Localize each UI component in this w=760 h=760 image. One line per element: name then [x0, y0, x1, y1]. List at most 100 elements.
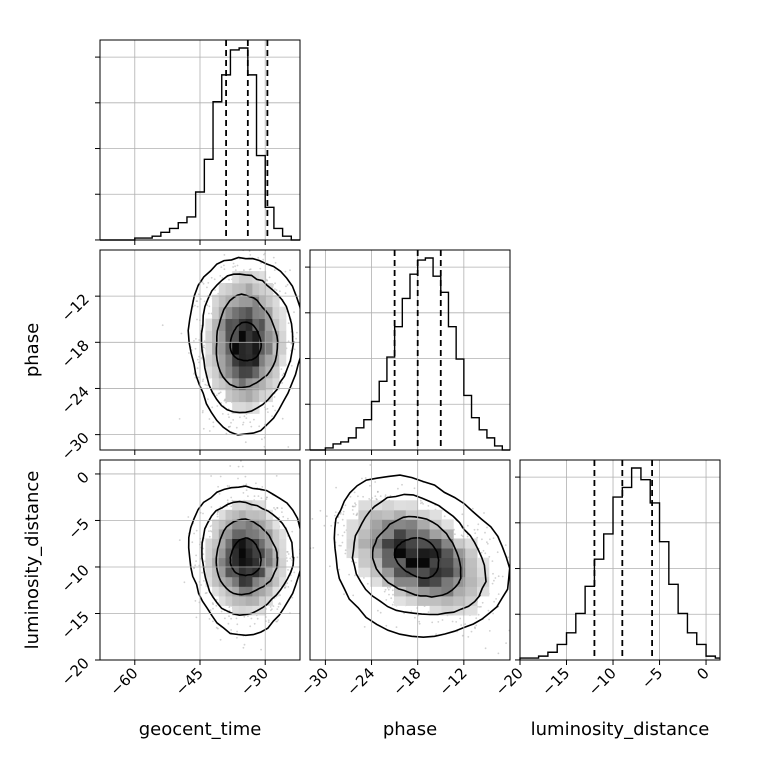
sample-point [497, 652, 500, 655]
density-cell [238, 401, 246, 414]
sample-point [281, 382, 284, 384]
sample-point [530, 623, 532, 625]
density-cell [252, 294, 260, 308]
contour-line [187, 485, 300, 637]
density-cell [265, 354, 273, 367]
sample-point [279, 290, 281, 293]
sample-point [207, 282, 210, 284]
sample-point [281, 511, 283, 513]
density-cell [265, 389, 273, 403]
density-cell [272, 294, 280, 308]
sample-point [188, 352, 190, 354]
sample-point [228, 485, 231, 488]
density-cell [245, 294, 253, 308]
sample-point [230, 421, 232, 424]
density-cell [265, 330, 273, 343]
sample-point [273, 507, 275, 509]
sample-point [180, 332, 183, 335]
sample-point [216, 513, 219, 516]
sample-point [282, 515, 285, 518]
sample-point [241, 465, 244, 468]
density-cell [245, 283, 253, 296]
density-cell [259, 318, 267, 331]
sample-point [232, 266, 235, 268]
x-axis-label-luminosity-distance: luminosity_distance [531, 719, 710, 740]
sample-point [212, 425, 215, 428]
sample-point [236, 636, 238, 639]
sample-point [291, 596, 294, 599]
density-cell [259, 306, 267, 319]
sample-point [236, 264, 239, 267]
sample-point [194, 600, 197, 602]
sample-point [273, 269, 276, 271]
sample-point [256, 617, 259, 620]
y-tick-label: −10 [58, 561, 93, 596]
sample-point [244, 475, 247, 478]
density-cell [265, 318, 273, 331]
sample-point [263, 253, 265, 256]
density-cell [225, 283, 233, 296]
sample-point [290, 364, 293, 367]
density-cell [279, 306, 287, 319]
sample-point [202, 410, 204, 412]
sample-point [202, 378, 205, 381]
sample-point [296, 556, 299, 559]
sample-point [237, 465, 240, 468]
sample-point [228, 606, 231, 608]
density-cell [259, 283, 267, 296]
density-cell [205, 330, 213, 343]
sample-point [305, 565, 307, 567]
density-cell [232, 330, 240, 343]
density-cell [252, 342, 260, 355]
sample-point [242, 421, 245, 424]
sample-point [196, 318, 198, 321]
density-cell [265, 306, 273, 319]
sample-point [196, 300, 199, 303]
sample-point [196, 305, 199, 308]
sample-point [343, 593, 345, 596]
sample-point [237, 477, 239, 480]
sample-point [260, 648, 262, 651]
density-cell [272, 366, 280, 379]
density-cell [259, 354, 267, 367]
x-tick-label: −10 [585, 664, 620, 699]
sample-point [203, 346, 206, 349]
sample-point [217, 392, 220, 395]
sample-point [334, 511, 337, 514]
sample-point [301, 538, 303, 540]
density-cell [265, 377, 273, 391]
sample-point [249, 625, 252, 628]
sample-point [219, 275, 222, 277]
y-tick-label: −5 [64, 515, 92, 543]
sample-point [281, 417, 284, 420]
sample-point [301, 522, 303, 524]
sample-point [194, 347, 197, 350]
sample-point [193, 373, 195, 375]
y-tick-label: −12 [58, 290, 93, 325]
density-cell [232, 283, 240, 296]
sample-point [259, 267, 262, 270]
y-axis-label-phase: phase [22, 323, 43, 377]
panel-frame [99, 39, 301, 241]
density-cell [252, 330, 260, 343]
joint-panel [301, 464, 532, 655]
joint-panel [178, 460, 307, 651]
sample-point [161, 324, 164, 327]
sample-point [249, 254, 252, 256]
sample-point [272, 405, 274, 408]
sample-point [212, 607, 214, 610]
sample-point [210, 276, 213, 279]
sample-point [219, 391, 222, 394]
sample-point [208, 418, 211, 420]
sample-point [270, 609, 272, 612]
sample-point [219, 638, 222, 641]
sample-point [302, 518, 304, 520]
sample-point [198, 355, 201, 358]
density-cell [245, 389, 253, 403]
sample-point [234, 269, 237, 271]
y-tick-label: −15 [58, 608, 93, 643]
density-cell [272, 342, 280, 355]
sample-point [325, 515, 328, 518]
sample-point [247, 495, 249, 498]
sample-point [275, 475, 278, 477]
